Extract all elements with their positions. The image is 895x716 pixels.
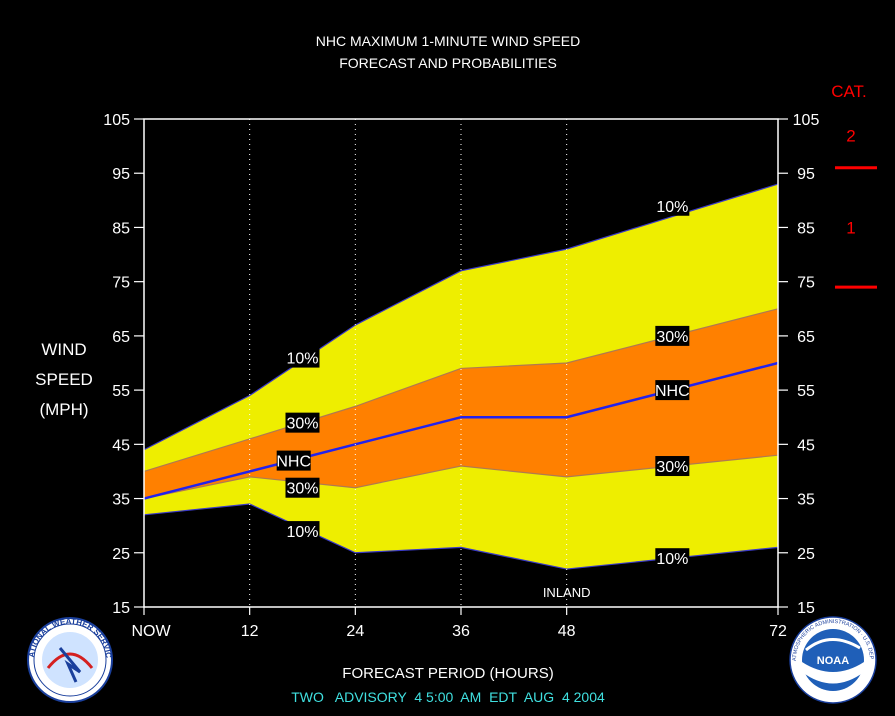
noaa-wave-icon: [802, 662, 864, 684]
y-axis-label-line3: (MPH): [39, 400, 88, 419]
series-label-box: [285, 477, 320, 498]
y-tick-label-left: 105: [103, 112, 130, 129]
y-tick-label-left: 25: [112, 546, 130, 563]
series-label: 30%: [285, 412, 320, 433]
y-axis-label-line1: WIND: [41, 340, 86, 359]
y-tick-label-left: 95: [112, 166, 130, 183]
series-label-text: NHC: [276, 454, 311, 471]
series-labels: 10% 30% NHC 30% 10% 10% 30% NHC 30% 10%: [276, 195, 690, 569]
series-label-box: [655, 325, 690, 346]
series-label: 30%: [655, 325, 690, 346]
y-tick-label-left: 35: [112, 492, 130, 509]
series-label-text: 10%: [286, 524, 318, 541]
y-tick-label-right: 65: [797, 329, 815, 346]
series-label-text: 10%: [286, 351, 318, 368]
y-tick-label-left: 85: [112, 220, 130, 237]
y-tick-label-right: 35: [797, 492, 815, 509]
series-label-text: 30%: [656, 329, 688, 346]
y-tick-label-left: 45: [112, 437, 130, 454]
x-tick-label: 72: [769, 623, 787, 640]
y-axis-label-line2: SPEED: [35, 370, 93, 389]
y-tick-label-right: 105: [793, 112, 820, 129]
inland-annotation: INLAND: [543, 585, 591, 600]
y-tick-label-left: 55: [112, 383, 130, 400]
chart-title-line1: NHC MAXIMUM 1-MINUTE WIND SPEED: [316, 33, 580, 49]
x-axis-label: FORECAST PERIOD (HOURS): [342, 665, 553, 682]
series-label-text: NHC: [655, 383, 690, 400]
y-tick-label-right: 95: [797, 166, 815, 183]
y-tick-label-right: 75: [797, 275, 815, 292]
y-tick-label-left: 15: [112, 600, 130, 617]
x-tick-label: 24: [346, 623, 364, 640]
series-label: 10%: [655, 548, 690, 569]
series-label-box: [276, 450, 311, 471]
series-label-text: 30%: [286, 481, 318, 498]
nws-logo-text: NATIONAL WEATHER SERVICE: [0, 0, 113, 659]
x-tick-label: 12: [241, 623, 259, 640]
y-tick-label-right: 55: [797, 383, 815, 400]
y-tick-label-left: 75: [112, 275, 130, 292]
nws-logo-emblem: [46, 652, 94, 669]
x-tick-label: 48: [558, 623, 576, 640]
axes-layer: 15 15 25 25 35 35 45 45 55 55 65 65 75 75 85 85 95 95 105 1…: [103, 112, 819, 640]
series-label: 10%: [285, 521, 320, 542]
chart-title-line2: FORECAST AND PROBABILITIES: [339, 55, 557, 71]
lightning-icon: [58, 647, 82, 683]
series-label: 10%: [655, 195, 690, 216]
x-tick-label: 36: [452, 623, 470, 640]
series-label-box: [655, 548, 690, 569]
series-label-box: [655, 195, 690, 216]
x-tick-label: NOW: [131, 623, 171, 640]
series-label: 30%: [655, 456, 690, 477]
series-label-text: 30%: [656, 459, 688, 476]
series-label: NHC: [276, 450, 311, 471]
series-label-box: [285, 412, 320, 433]
category-scale: 21: [835, 126, 877, 289]
series-label: 30%: [285, 477, 320, 498]
series-label-box: [285, 347, 320, 368]
series-line-10-upper: [143, 183, 779, 451]
y-tick-label-right: 25: [797, 546, 815, 563]
series-label: 10%: [285, 347, 320, 368]
series-label: NHC: [655, 380, 690, 401]
series-label-text: 10%: [656, 199, 688, 216]
category-label: 2: [846, 126, 855, 145]
series-label-text: 30%: [286, 416, 318, 433]
series-label-box: [285, 521, 320, 542]
y-tick-label-right: 45: [797, 437, 815, 454]
category-label: 1: [846, 218, 855, 237]
y-tick-label-left: 65: [112, 329, 130, 346]
series-label-text: 10%: [656, 551, 688, 568]
y-tick-label-right: 85: [797, 220, 815, 237]
series-label-box: [655, 380, 690, 401]
advisory-footer: TWO ADVISORY 4 5:00 AM EDT AUG 4 2004: [291, 689, 605, 705]
noaa-logo-text: NOAA: [817, 655, 849, 667]
category-title: CAT.: [831, 82, 867, 101]
series-label-box: [655, 456, 690, 477]
y-tick-label-right: 15: [797, 600, 815, 617]
